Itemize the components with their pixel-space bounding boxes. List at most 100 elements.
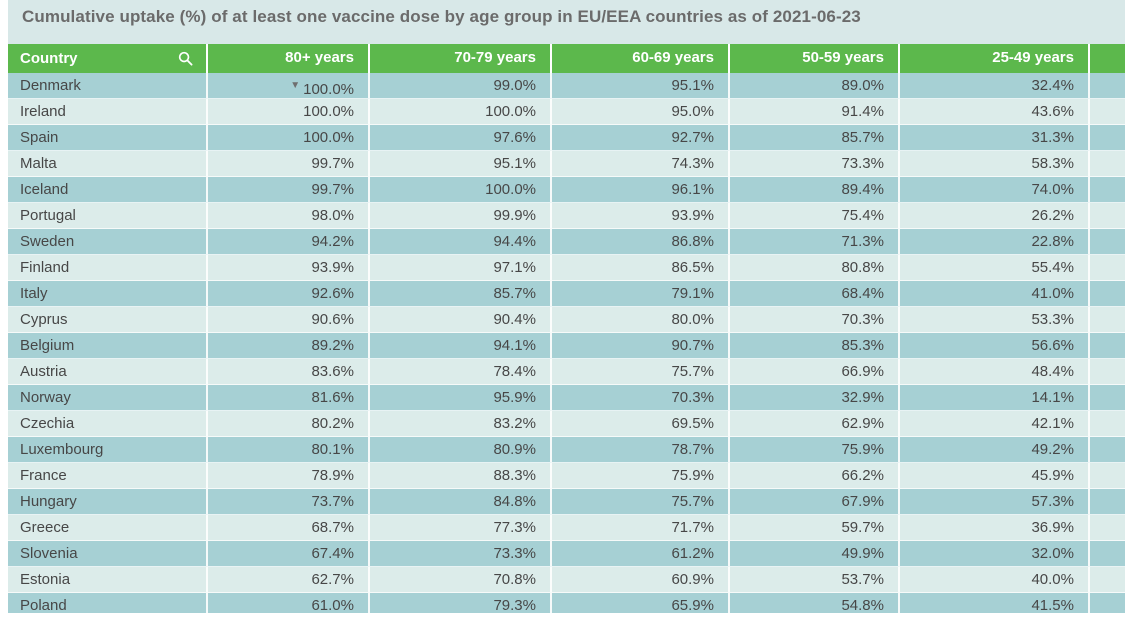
cell-country: Sweden (8, 229, 208, 255)
cell-value: 31.3% (900, 125, 1090, 151)
cell-value: 99.7% (208, 151, 370, 177)
table-row: Sweden 94.2% 94.4% 86.8% 71.3% 22.8% (8, 229, 1125, 255)
cell-value: 55.4% (900, 255, 1090, 281)
cell-value: 32.0% (900, 541, 1090, 567)
table-row: Portugal 98.0% 99.9% 93.9% 75.4% 26.2% (8, 203, 1125, 229)
cell-value: 93.9% (208, 255, 370, 281)
cell-overflow-clipped (1090, 307, 1125, 333)
cell-country: Spain (8, 125, 208, 151)
cell-value: 75.7% (552, 489, 730, 515)
cell-value: 85.7% (370, 281, 552, 307)
cell-value: 80.1% (208, 437, 370, 463)
cell-value: 91.4% (730, 99, 900, 125)
cell-overflow-clipped (1090, 463, 1125, 489)
cell-value: 45.9% (900, 463, 1090, 489)
column-header-overflow-clipped (1090, 44, 1125, 73)
cell-value: 88.3% (370, 463, 552, 489)
cell-value: 80.8% (730, 255, 900, 281)
table-row: Cyprus 90.6% 90.4% 80.0% 70.3% 53.3% (8, 307, 1125, 333)
cell-value: 70.8% (370, 567, 552, 593)
cell-country: Denmark (8, 73, 208, 99)
cell-value: 68.4% (730, 281, 900, 307)
search-icon[interactable] (177, 50, 194, 67)
cell-value: 41.0% (900, 281, 1090, 307)
cell-overflow-clipped (1090, 515, 1125, 541)
table-row: Slovenia 67.4% 73.3% 61.2% 49.9% 32.0% (8, 541, 1125, 567)
cell-country: Norway (8, 385, 208, 411)
table-row: Italy 92.6% 85.7% 79.1% 68.4% 41.0% (8, 281, 1125, 307)
table-row: Norway 81.6% 95.9% 70.3% 32.9% 14.1% (8, 385, 1125, 411)
cell-value: 66.2% (730, 463, 900, 489)
cell-value: 32.4% (900, 73, 1090, 99)
cell-overflow-clipped (1090, 567, 1125, 593)
cell-country: Finland (8, 255, 208, 281)
cell-overflow-clipped (1090, 489, 1125, 515)
cell-value: 85.3% (730, 333, 900, 359)
cell-country: Luxembourg (8, 437, 208, 463)
column-header-60-69[interactable]: 60-69 years (552, 44, 730, 73)
cell-value: 53.3% (900, 307, 1090, 333)
cell-country: Cyprus (8, 307, 208, 333)
cell-overflow-clipped (1090, 593, 1125, 613)
cell-country: Hungary (8, 489, 208, 515)
cell-value: 90.6% (208, 307, 370, 333)
table-row: Finland 93.9% 97.1% 86.5% 80.8% 55.4% (8, 255, 1125, 281)
cell-value: 99.9% (370, 203, 552, 229)
cell-value: 75.9% (552, 463, 730, 489)
column-header-25-49[interactable]: 25-49 years (900, 44, 1090, 73)
table-body: Denmark ▼ 100.0% 99.0% 95.1% 89.0% 32.4% Irelan… (8, 73, 1125, 613)
table-row: Luxembourg 80.1% 80.9% 78.7% 75.9% 49.2% (8, 437, 1125, 463)
cell-overflow-clipped (1090, 125, 1125, 151)
cell-value: 81.6% (208, 385, 370, 411)
cell-value: 26.2% (900, 203, 1090, 229)
cell-value: 79.3% (370, 593, 552, 613)
cell-country: Ireland (8, 99, 208, 125)
column-header-70-79[interactable]: 70-79 years (370, 44, 552, 73)
cell-value: 98.0% (208, 203, 370, 229)
cell-value: 48.4% (900, 359, 1090, 385)
cell-value: 32.9% (730, 385, 900, 411)
cell-value: 75.4% (730, 203, 900, 229)
cell-value: 94.1% (370, 333, 552, 359)
page-title: Cumulative uptake (%) of at least one va… (22, 7, 861, 26)
cell-value: 86.8% (552, 229, 730, 255)
cell-value: 66.9% (730, 359, 900, 385)
cell-value: 60.9% (552, 567, 730, 593)
cell-value: 14.1% (900, 385, 1090, 411)
cell-value: 90.7% (552, 333, 730, 359)
table-row: Czechia 80.2% 83.2% 69.5% 62.9% 42.1% (8, 411, 1125, 437)
column-header-50-59[interactable]: 50-59 years (730, 44, 900, 73)
table-row: Belgium 89.2% 94.1% 90.7% 85.3% 56.6% (8, 333, 1125, 359)
cell-value: 95.1% (552, 73, 730, 99)
cell-overflow-clipped (1090, 385, 1125, 411)
sort-indicator-icon: ▼ (290, 80, 301, 91)
cell-value: 92.6% (208, 281, 370, 307)
cell-value: 61.2% (552, 541, 730, 567)
cell-value: 73.7% (208, 489, 370, 515)
cell-value: 36.9% (900, 515, 1090, 541)
cell-value: 89.0% (730, 73, 900, 99)
cell-value: 100.0% (208, 125, 370, 151)
cell-value: 65.9% (552, 593, 730, 613)
column-header-country[interactable]: Country (8, 44, 208, 73)
cell-value: 54.8% (730, 593, 900, 613)
cell-value: 71.3% (730, 229, 900, 255)
cell-overflow-clipped (1090, 73, 1125, 99)
cell-value: 97.6% (370, 125, 552, 151)
cell-value: 90.4% (370, 307, 552, 333)
table-row: Spain 100.0% 97.6% 92.7% 85.7% 31.3% (8, 125, 1125, 151)
column-header-country-label: Country (20, 50, 78, 67)
cell-value: 99.7% (208, 177, 370, 203)
column-header-80-plus[interactable]: 80+ years (208, 44, 370, 73)
table-row: Ireland 100.0% 100.0% 95.0% 91.4% 43.6% (8, 99, 1125, 125)
cell-overflow-clipped (1090, 333, 1125, 359)
cell-value: 95.1% (370, 151, 552, 177)
table-row: Poland 61.0% 79.3% 65.9% 54.8% 41.5% (8, 593, 1125, 613)
cell-value: 40.0% (900, 567, 1090, 593)
cell-value: 89.4% (730, 177, 900, 203)
cell-value: 53.7% (730, 567, 900, 593)
cell-value: 75.9% (730, 437, 900, 463)
cell-value: 79.1% (552, 281, 730, 307)
cell-value: 62.9% (730, 411, 900, 437)
table-row: Greece 68.7% 77.3% 71.7% 59.7% 36.9% (8, 515, 1125, 541)
